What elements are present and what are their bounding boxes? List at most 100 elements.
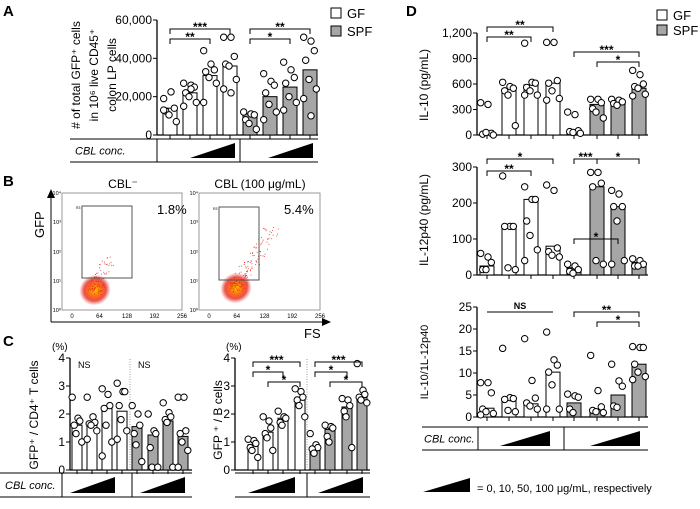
flow-y-label: GFP <box>32 211 47 238</box>
data-point <box>533 405 542 413</box>
data-point <box>550 356 558 364</box>
data-point <box>146 443 154 452</box>
data-point <box>484 100 492 109</box>
significance-label: *** <box>269 353 283 367</box>
data-point <box>588 183 597 191</box>
data-point <box>563 390 572 398</box>
data-point <box>192 98 201 107</box>
data-point <box>628 342 637 351</box>
data-point <box>533 91 542 99</box>
data-point <box>307 37 315 45</box>
y-tick-label: 1,200 <box>442 26 472 40</box>
significance-label: *** <box>331 353 345 367</box>
data-point <box>526 231 534 240</box>
data-point <box>542 328 551 336</box>
cbl-conc-label: CBL conc. <box>75 146 126 158</box>
dose-triangle-icon <box>140 477 185 493</box>
data-point <box>301 56 310 64</box>
data-point <box>254 453 262 462</box>
flow-y-tick: 10⁴ <box>53 190 62 197</box>
data-point <box>520 39 529 47</box>
data-point <box>346 401 354 410</box>
flow-x-label: FS <box>304 326 321 341</box>
flow-panel: GFP FS CBL⁻ CBL (100 μg/mL) R3 1.8% 0 64 128… <box>32 177 331 341</box>
data-point <box>167 88 175 96</box>
significance-label: * <box>594 230 599 244</box>
data-point <box>628 92 637 100</box>
data-point <box>574 265 583 274</box>
significance-bracket <box>486 158 554 164</box>
data-point <box>83 435 91 443</box>
data-point <box>544 79 553 87</box>
data-point <box>594 386 602 395</box>
dose-triangle-icon <box>500 431 550 446</box>
flow-y-tick: 10⁰ <box>53 307 62 314</box>
data-point <box>628 255 637 263</box>
data-point <box>259 413 267 421</box>
data-point <box>509 394 518 403</box>
data-point <box>628 66 637 75</box>
data-point <box>219 85 228 93</box>
significance-label: *** <box>578 150 592 164</box>
y-tick-label: 60,000 <box>115 13 152 27</box>
significance-label: * <box>282 373 287 387</box>
data-point <box>292 98 301 107</box>
data-point <box>68 393 76 401</box>
y-tick-label: 300 <box>452 103 472 117</box>
data-point <box>569 408 577 417</box>
y-tick-label: 15 <box>459 344 473 358</box>
significance-label: ** <box>602 303 612 317</box>
flow-title-2: CBL (100 μg/mL) <box>214 177 305 191</box>
arrowhead-up-icon <box>47 189 55 198</box>
data-point <box>520 183 529 191</box>
significance-bracket <box>486 26 554 32</box>
data-point <box>239 108 248 116</box>
flow-x-tick: 256 <box>315 314 326 320</box>
bar-gf-50 <box>101 406 113 471</box>
legend-label-gf: GF <box>347 6 365 21</box>
data-point <box>550 38 558 47</box>
data-point <box>348 443 356 452</box>
data-point <box>225 62 233 70</box>
data-point <box>180 393 188 401</box>
data-point <box>252 439 260 448</box>
data-point <box>607 360 616 368</box>
flow-plot-frame <box>61 192 183 311</box>
data-point <box>526 87 534 95</box>
data-point <box>301 413 309 421</box>
data-point <box>279 106 288 114</box>
data-point <box>299 33 308 41</box>
significance-bracket <box>249 38 291 44</box>
data-point <box>176 429 184 438</box>
data-point <box>586 168 595 177</box>
panel-label-c: C <box>3 333 14 350</box>
data-point <box>592 408 600 416</box>
data-point <box>159 94 168 103</box>
data-point <box>98 385 106 393</box>
significance-bracket <box>486 170 532 176</box>
data-point <box>128 401 136 410</box>
y-axis-label: colon LP cells <box>105 38 119 112</box>
data-point <box>542 38 551 47</box>
data-point <box>504 406 512 415</box>
data-point <box>555 405 564 413</box>
y-tick-label: 0 <box>465 268 472 282</box>
data-point <box>509 222 518 231</box>
flow-gate-r3 <box>81 205 133 279</box>
data-point <box>117 415 125 424</box>
data-point <box>500 222 509 231</box>
significance-label: * <box>329 363 334 377</box>
data-point <box>630 360 639 368</box>
data-point <box>511 408 520 416</box>
y-tick-label: 2 <box>58 407 65 421</box>
data-point <box>531 195 540 204</box>
data-point <box>482 265 490 274</box>
data-point <box>520 91 529 99</box>
data-point <box>325 438 333 446</box>
data-point <box>599 114 608 122</box>
data-point <box>134 410 142 418</box>
dose-triangle-icon <box>70 477 115 493</box>
legend-swatch-gf <box>330 7 342 19</box>
